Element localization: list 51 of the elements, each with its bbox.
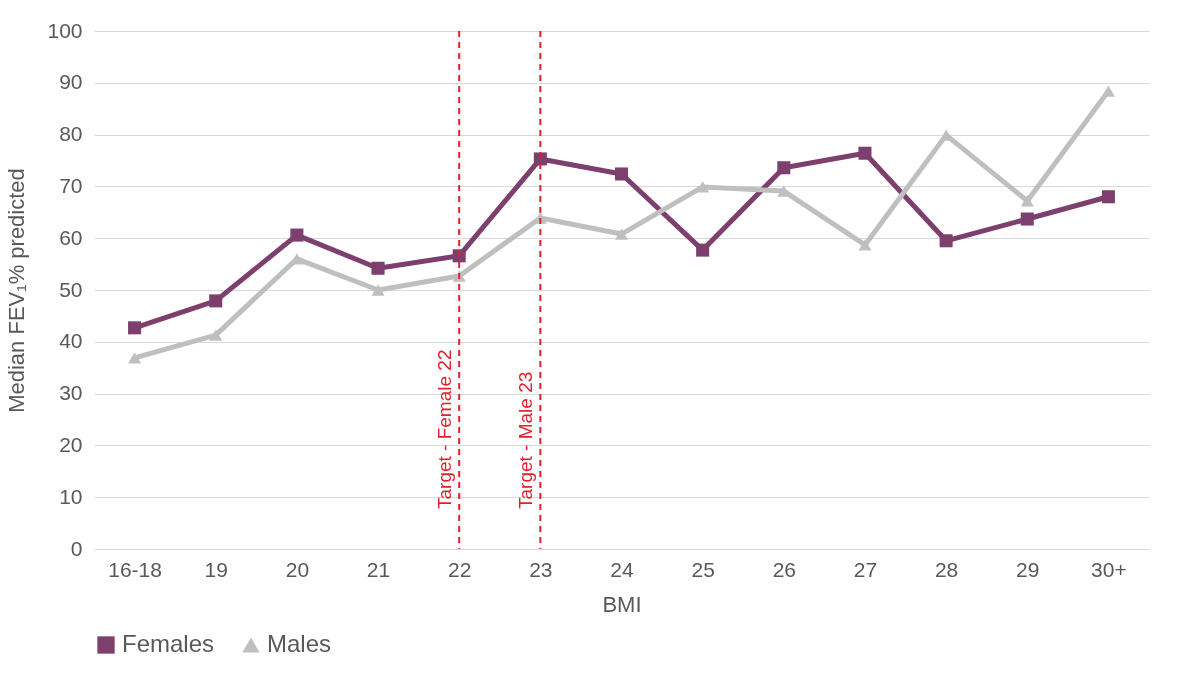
point [614,167,629,181]
y-tick-label: 0 [70,536,83,560]
point [1020,212,1034,226]
point [614,228,629,240]
point [1020,195,1034,207]
y-tick-label: 80 [59,122,83,146]
point [858,239,872,251]
point [777,161,791,175]
y-tick-label: 30 [59,381,83,405]
point [452,249,466,263]
x-tick-label: 21 [366,557,391,581]
point [290,228,304,242]
point [209,294,223,308]
y-tick-label: 100 [47,18,83,42]
point [1101,190,1115,204]
y-tick-label: 20 [59,432,83,456]
x-tick-label: 26 [772,557,796,581]
x-tick-label: 22 [448,557,472,581]
x-tick-label: 19 [204,557,228,581]
y-tick-label: 90 [59,70,83,94]
legend-label: Males [267,630,332,657]
point [939,234,953,248]
legend-label: Females [122,630,215,657]
point [128,352,142,364]
y-tick-label: 40 [59,329,83,353]
x-tick-label: 27 [853,557,878,581]
point [128,321,142,335]
ref-line-label: Target - Male 23 [515,371,537,509]
y-tick-label: 10 [59,484,83,508]
x-tick-label: 30+ [1091,557,1127,581]
x-tick-label: 29 [1016,557,1040,581]
x-tick-label: 23 [529,557,553,581]
point [371,284,385,296]
point [1101,85,1115,97]
y-tick-label: 50 [59,277,83,301]
x-tick-label: 25 [691,557,715,581]
x-tick-label: 24 [610,557,634,581]
point [696,181,710,193]
x-tick-label: 20 [285,557,310,581]
ref-line-label: Target - Female 22 [434,349,456,509]
y-tick-label: 70 [59,173,83,197]
point [533,152,547,166]
point [858,146,872,160]
y-axis-title: Median FEV₁% predicted [4,168,30,413]
point [209,329,223,341]
x-tick-label: 28 [934,557,959,581]
x-axis-title: BMI [602,591,642,617]
x-tick-label: 16-18 [108,557,162,581]
y-tick-label: 60 [59,225,83,249]
point [371,261,385,275]
point [696,243,710,257]
